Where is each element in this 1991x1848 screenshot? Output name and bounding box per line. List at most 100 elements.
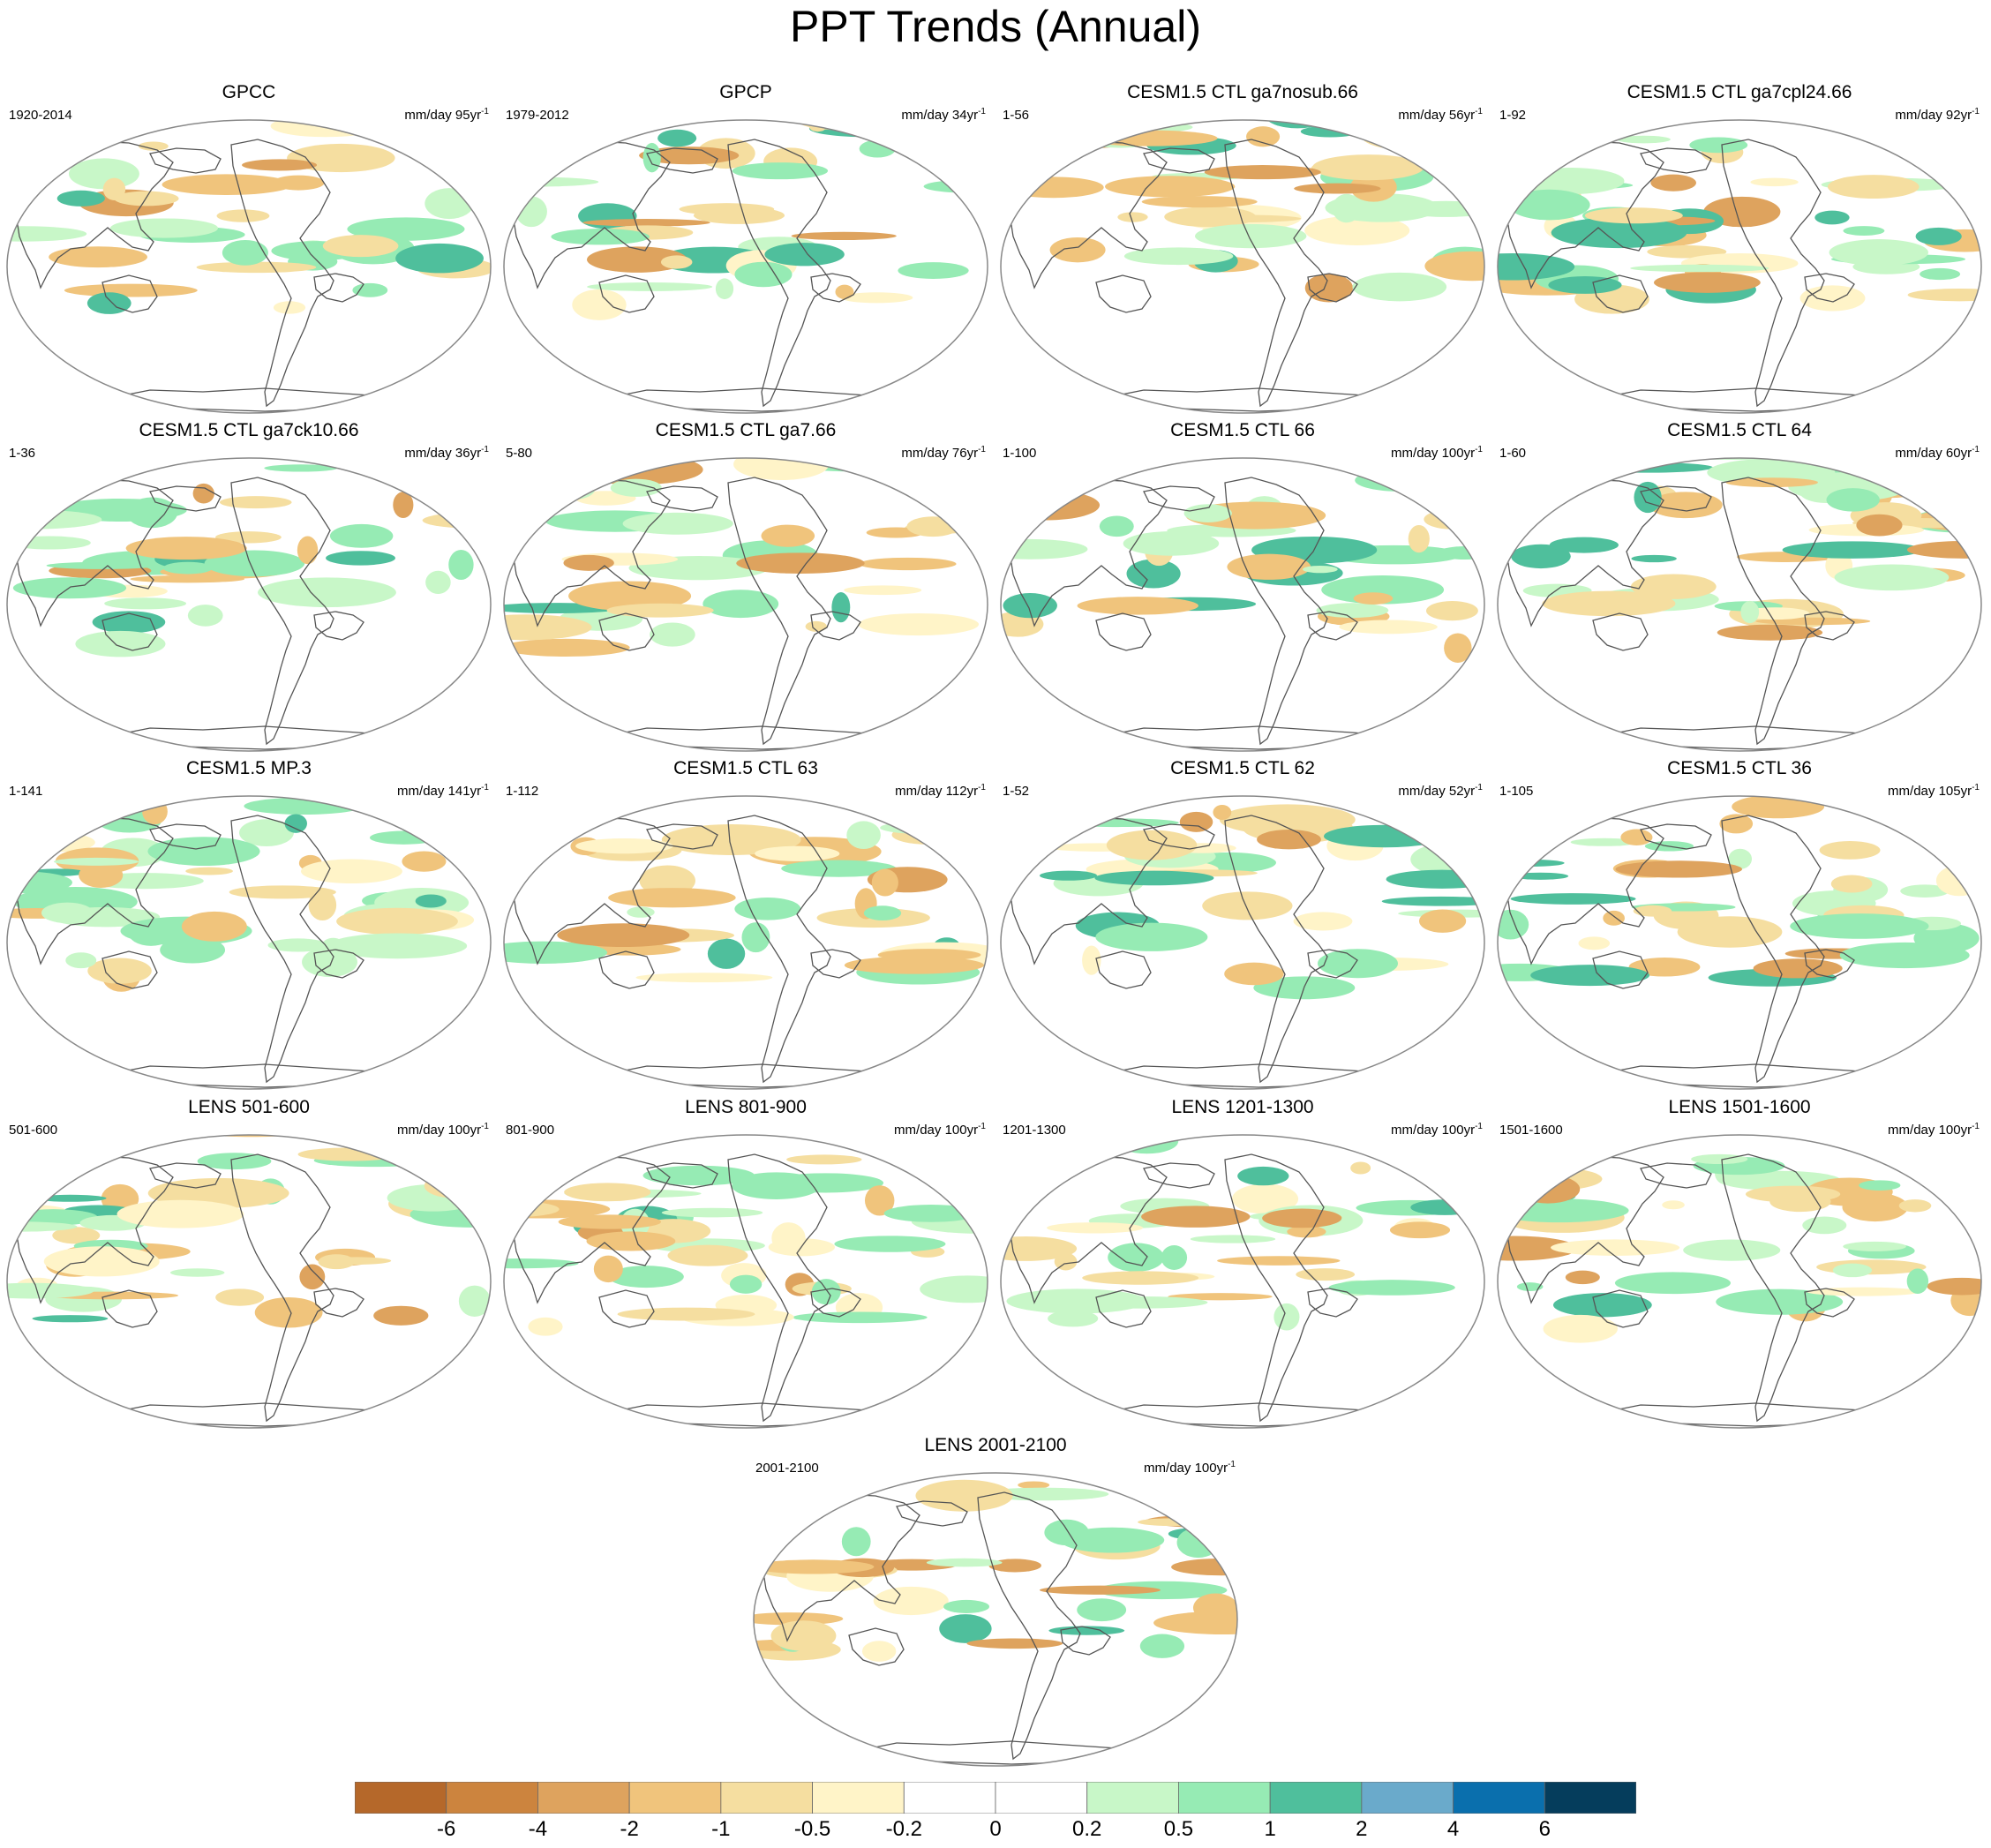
trend-blob [846, 821, 881, 850]
trend-blob [1552, 1293, 1652, 1318]
trend-blob [715, 278, 734, 300]
colorbar-box [1178, 1782, 1271, 1814]
trend-blob [415, 894, 447, 908]
trend-blob [926, 1558, 1003, 1567]
trend-blob [1217, 1256, 1341, 1266]
colorbar-box [446, 1782, 538, 1814]
trend-field [754, 1473, 1237, 1765]
trend-years: 105yr [1938, 784, 1972, 799]
units-exponent: -1 [1972, 445, 1980, 454]
trend-blob [1516, 1282, 1544, 1291]
trend-blob [1194, 223, 1307, 249]
trend-blob [622, 512, 733, 535]
coastline [15, 478, 174, 627]
coastline [727, 477, 831, 746]
trend-blob [1565, 1270, 1600, 1285]
units-exponent: -1 [1475, 1122, 1483, 1131]
panel-title: CESM1.5 MP.3 [185, 758, 312, 778]
trend-blob [284, 814, 307, 833]
map-panel: CESM1.5 CTL 63 1-112 mm/day 112yr-1 [497, 757, 995, 1097]
trend-years: 36yr [455, 446, 482, 461]
panel-period: 5-80 [506, 446, 533, 461]
trend-blob [1839, 942, 1970, 969]
trend-years: 100yr [1938, 1123, 1972, 1138]
panel-title: GPCC [222, 82, 276, 102]
trend-field [1498, 1135, 1981, 1427]
colorbar-box [355, 1782, 447, 1814]
colorbar-box [812, 1782, 905, 1814]
trend-blob [1631, 554, 1677, 563]
trend-blob [1856, 514, 1903, 537]
trend-years: 52yr [1448, 784, 1476, 799]
world-map [1497, 457, 1982, 752]
trend-blob [1498, 252, 1575, 281]
trend-blob [661, 823, 801, 855]
trend-blob [1204, 165, 1321, 180]
trend-blob [943, 1599, 989, 1614]
trend-blob [1816, 1259, 1927, 1275]
trend-blob [1353, 592, 1394, 605]
trend-blob [1176, 214, 1302, 223]
trend-field [1003, 120, 1484, 412]
units-prefix: mm/day [404, 446, 455, 461]
trend-blob [422, 823, 491, 845]
coastline [1224, 139, 1328, 408]
panel-period: 1979-2012 [506, 108, 569, 123]
trend-blob [1227, 553, 1311, 580]
map-panel: CESM1.5 MP.3 1-141 mm/day 141yr-1 [0, 757, 498, 1097]
trend-blob [196, 261, 317, 274]
trend-blob [1938, 841, 1972, 864]
coastline [230, 815, 334, 1084]
panel-title: CESM1.5 CTL ga7ck10.66 [139, 420, 359, 440]
trend-blob [898, 262, 969, 279]
trend-blob [504, 638, 630, 657]
world-map [1000, 795, 1485, 1090]
colorbar-tick-label: 6 [1538, 1817, 1551, 1841]
trend-blob [781, 1505, 807, 1516]
trend-blob [741, 922, 770, 953]
trend-blob [1799, 285, 1866, 312]
panel-period: 1201-1300 [1003, 1123, 1066, 1138]
coastline [1506, 816, 1664, 965]
coastline [149, 823, 222, 850]
trend-blob [1126, 559, 1181, 589]
units-exponent: -1 [1475, 783, 1483, 793]
trend-blob [130, 575, 245, 583]
trend-years: 141yr [447, 784, 482, 799]
trend-blob [1389, 1221, 1451, 1239]
units-exponent: -1 [1475, 107, 1483, 116]
trend-blob [1304, 215, 1410, 245]
panel-title: GPCP [719, 82, 772, 102]
trend-field [1001, 458, 1484, 750]
trend-blob [79, 862, 124, 889]
trend-blob [434, 141, 491, 153]
coastline [149, 485, 222, 512]
trend-blob [1543, 1314, 1618, 1343]
trend-blob [1224, 962, 1284, 986]
world-map [1000, 457, 1485, 752]
trend-blob [707, 938, 746, 969]
map-frame [1000, 1134, 1485, 1429]
panel-units: mm/day 95yr-1 [404, 104, 489, 124]
trend-blob [793, 1311, 928, 1324]
map-frame [1497, 457, 1982, 752]
trend-blob [575, 838, 673, 854]
panel-period: 1-141 [9, 784, 43, 799]
trend-blob [352, 282, 388, 297]
map-panel: CESM1.5 CTL ga7cpl24.66 1-92 mm/day 92yr-1 [1491, 81, 1988, 421]
trend-blob [1577, 462, 1714, 473]
trend-blob [1843, 226, 1885, 236]
trend-years: 100yr [944, 1123, 979, 1138]
trend-blob [1832, 1263, 1873, 1278]
colorbar-tick-label: 0.5 [1163, 1817, 1194, 1841]
trend-blob [1262, 1208, 1342, 1228]
trend-blob [844, 585, 922, 596]
trend-blob [1082, 1271, 1199, 1285]
trend-blob [1512, 872, 1569, 880]
trend-blob [617, 1307, 755, 1321]
coastlines [15, 139, 407, 412]
coastline [1721, 815, 1825, 1084]
panel-period: 801-900 [506, 1123, 555, 1138]
trend-blob [1047, 1222, 1144, 1234]
trend-blob [318, 1254, 355, 1270]
